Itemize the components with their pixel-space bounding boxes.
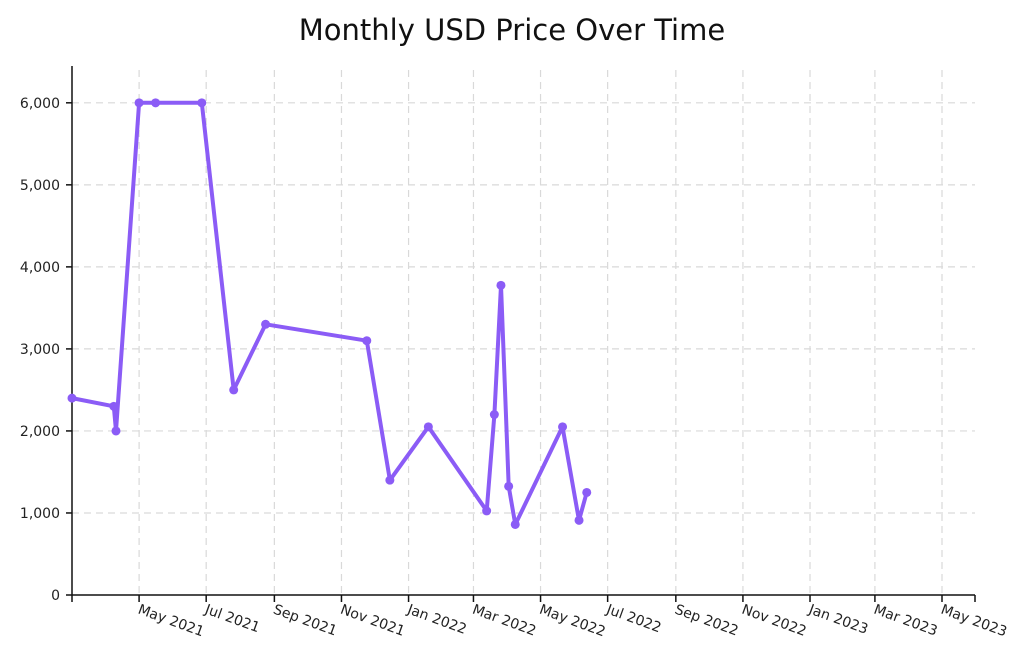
data-point[interactable] (482, 506, 492, 516)
data-point[interactable] (504, 481, 514, 491)
data-point[interactable] (510, 519, 520, 529)
x-tick-label: Sep 2021 (271, 602, 339, 640)
x-tick-label: Nov 2021 (338, 602, 407, 640)
data-point[interactable] (151, 98, 161, 108)
y-tick-label: 2,000 (20, 424, 60, 440)
data-point[interactable] (134, 98, 144, 108)
data-point[interactable] (197, 98, 207, 108)
data-point[interactable] (558, 422, 568, 432)
x-tick-label: Nov 2022 (740, 602, 809, 640)
y-tick-label: 0 (51, 588, 60, 604)
x-tick-label: Jan 2023 (806, 601, 870, 637)
data-point[interactable] (261, 319, 271, 329)
x-tick-label: Mar 2023 (872, 602, 940, 640)
data-point[interactable] (109, 401, 119, 411)
x-tick-label: May 2021 (136, 602, 206, 641)
data-point[interactable] (423, 422, 433, 432)
data-point[interactable] (111, 426, 121, 436)
x-tick-label: Mar 2022 (470, 602, 538, 640)
chart-title: Monthly USD Price Over Time (299, 13, 725, 47)
x-tick-label: Sep 2022 (672, 602, 740, 640)
data-point[interactable] (229, 385, 239, 395)
y-tick-label: 6,000 (20, 96, 60, 112)
series-line (70, 100, 589, 527)
x-tick-label: May 2023 (939, 602, 1009, 641)
data-point[interactable] (385, 475, 395, 485)
y-tick-label: 1,000 (20, 506, 60, 522)
grid-layer (72, 70, 975, 595)
x-tick-label: Jul 2022 (603, 601, 663, 636)
y-tick-label: 3,000 (20, 342, 60, 358)
data-point[interactable] (67, 393, 77, 403)
x-tick-label: Jul 2021 (202, 601, 262, 636)
data-point[interactable] (496, 280, 506, 290)
data-point[interactable] (489, 410, 499, 420)
data-point[interactable] (582, 487, 592, 497)
x-tick-label: Jan 2022 (404, 601, 468, 637)
data-point[interactable] (362, 336, 372, 346)
y-tick-label: 5,000 (20, 178, 60, 194)
data-point[interactable] (574, 515, 584, 525)
series-layer (67, 98, 592, 529)
x-tick-label: May 2022 (537, 602, 607, 641)
y-tick-label: 4,000 (20, 260, 60, 276)
